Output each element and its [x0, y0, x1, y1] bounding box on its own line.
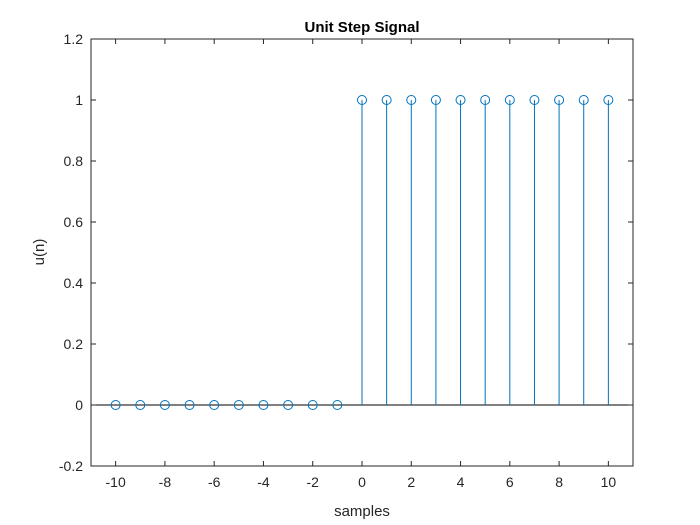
stem-marker: [504, 95, 515, 105]
stem-marker: [480, 95, 491, 105]
stem-marker: [406, 95, 417, 105]
x-tick-label: -2: [307, 474, 320, 490]
chart-title: Unit Step Signal: [304, 19, 419, 36]
stem-marker: [603, 95, 614, 105]
y-tick-label: 0.8: [64, 153, 84, 169]
stem-marker: [110, 400, 121, 410]
stem-marker: [233, 400, 244, 410]
x-tick-label: -4: [257, 474, 270, 490]
x-tick-label: 10: [601, 474, 617, 490]
stem-marker: [554, 95, 565, 105]
y-tick-label: 0: [75, 397, 83, 413]
stem-marker: [283, 400, 294, 410]
stem-marker: [135, 400, 146, 410]
x-tick-label: 6: [506, 474, 514, 490]
y-tick-label: 1.2: [64, 31, 84, 47]
stem-marker: [455, 95, 466, 105]
stem-marker: [332, 400, 343, 410]
stem-marker: [307, 400, 318, 410]
stem-marker: [578, 95, 589, 105]
stem-marker: [381, 95, 392, 105]
y-tick-label: 0.4: [64, 275, 84, 291]
y-tick-label: -0.2: [59, 458, 83, 474]
stem-marker: [357, 95, 367, 105]
x-tick-label: 8: [555, 474, 563, 490]
y-axis-label: u(n): [31, 239, 48, 266]
stem-marker: [430, 95, 441, 105]
x-tick-label: 4: [457, 474, 465, 490]
stem-marker: [159, 400, 170, 410]
y-tick-label: 0.2: [64, 336, 84, 352]
x-tick-label: -10: [106, 474, 126, 490]
x-tick-label: 2: [407, 474, 415, 490]
stem-marker: [209, 400, 220, 410]
x-tick-label: -8: [159, 474, 172, 490]
x-tick-label: -6: [208, 474, 221, 490]
x-axis-label: samples: [334, 503, 390, 520]
y-tick-label: 0.6: [64, 214, 84, 230]
stem-marker: [258, 400, 269, 410]
stem-marker: [184, 400, 195, 410]
x-tick-label: 0: [358, 474, 366, 490]
stem-marker: [529, 95, 540, 105]
y-tick-label: 1: [75, 92, 83, 108]
